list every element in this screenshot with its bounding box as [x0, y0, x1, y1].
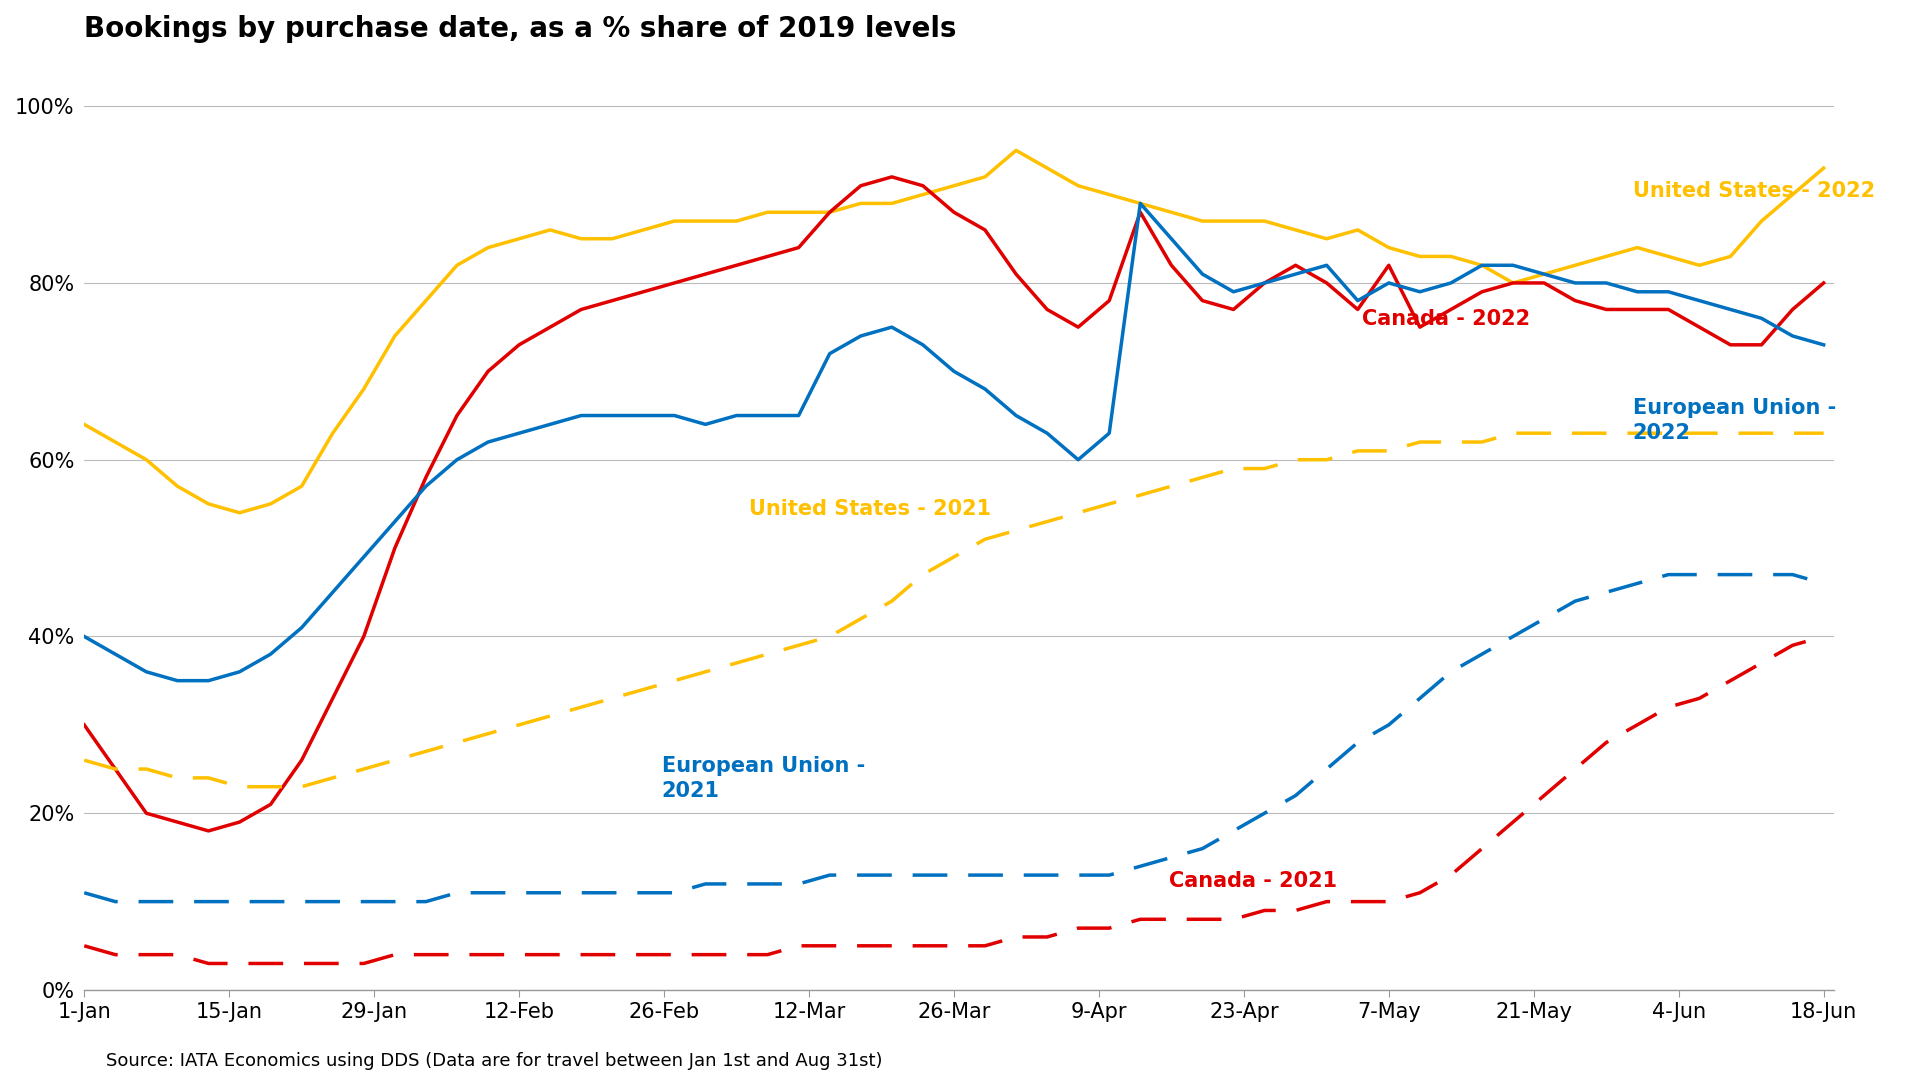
Text: European Union -
2021: European Union - 2021 — [662, 756, 864, 800]
Text: Bookings by purchase date, as a % share of 2019 levels: Bookings by purchase date, as a % share … — [84, 15, 956, 43]
Text: Source: IATA Economics using DDS (Data are for travel between Jan 1st and Aug 31: Source: IATA Economics using DDS (Data a… — [106, 1052, 881, 1070]
Text: United States - 2022: United States - 2022 — [1632, 181, 1876, 201]
Text: United States - 2021: United States - 2021 — [749, 499, 991, 519]
Text: Canada - 2022: Canada - 2022 — [1361, 310, 1530, 329]
Text: European Union -
2022: European Union - 2022 — [1632, 397, 1836, 443]
Text: Canada - 2021: Canada - 2021 — [1169, 870, 1336, 891]
